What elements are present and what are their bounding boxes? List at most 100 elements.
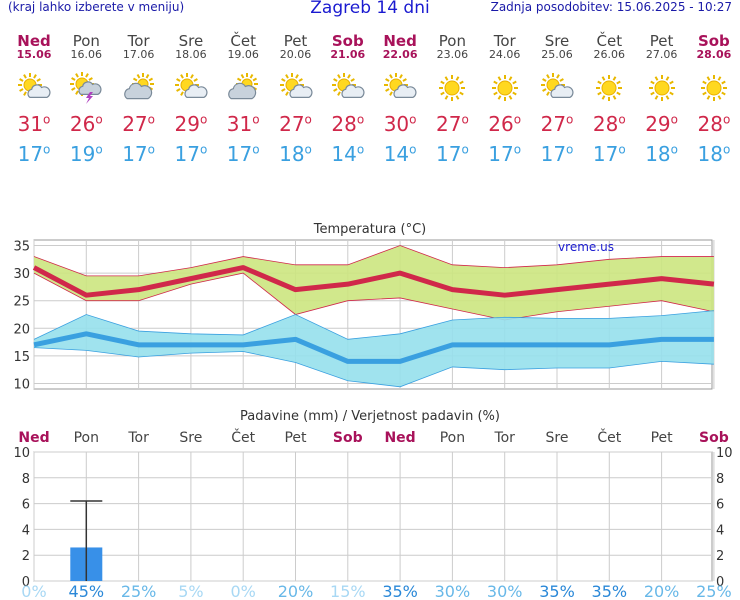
precip-day-name: Tor xyxy=(127,430,149,446)
page-title: Zagreb 14 dni xyxy=(310,0,430,18)
cloudy-icon xyxy=(113,72,165,106)
day-name: Pon xyxy=(438,32,466,50)
precip-day-name: Sre xyxy=(179,430,202,446)
day-name: Sob xyxy=(697,32,730,50)
sun-icon xyxy=(583,72,635,106)
band-high-max xyxy=(33,245,714,277)
temp-max: 27o xyxy=(435,112,469,136)
temp-min: 17o xyxy=(488,142,522,166)
temp-min: 14o xyxy=(383,142,417,166)
precip-day-name: Čet xyxy=(597,428,621,446)
sun-icon xyxy=(426,72,478,106)
precip-day-name: Pet xyxy=(284,430,307,446)
precip-day-name: Sre xyxy=(546,430,569,446)
precip-probability: 0% xyxy=(21,582,46,600)
series-line-max xyxy=(32,265,715,298)
precip-probability: 25% xyxy=(696,582,732,600)
range-band-min xyxy=(34,310,714,387)
day-name: Ned xyxy=(17,32,51,50)
temp-max: 27o xyxy=(540,112,574,136)
precip-day-name: Pet xyxy=(651,430,674,446)
temp-max: 27o xyxy=(122,112,155,136)
y-tick-label-left: 8 xyxy=(22,472,30,487)
day-date: 19.06 xyxy=(227,48,259,61)
temp-max: 31o xyxy=(226,112,260,136)
sun-cloud-icon xyxy=(374,72,426,106)
day-name: Ned xyxy=(383,32,417,50)
day-name: Pet xyxy=(649,32,674,50)
region-hint: (kraj lahko izberete v meniju) xyxy=(8,0,185,14)
precip-probability: 20% xyxy=(278,582,314,600)
band-low-min xyxy=(33,347,714,388)
sun-cloud-icon xyxy=(322,72,374,106)
precip-probability: 30% xyxy=(487,582,523,600)
precip-probability: 15% xyxy=(330,582,366,600)
temp-max: 31o xyxy=(17,112,51,136)
temperature-plot-area xyxy=(33,239,713,390)
precip-day-name: Sob xyxy=(333,430,363,446)
y-tick-label-right: 2 xyxy=(716,549,724,564)
temp-min: 17o xyxy=(435,142,469,166)
precip-probability: 35% xyxy=(592,582,628,600)
sun-icon xyxy=(688,72,740,106)
day-date: 15.06 xyxy=(16,48,52,61)
y-tick-label: 10 xyxy=(13,377,30,392)
day-name: Tor xyxy=(493,32,516,50)
temp-min: 14o xyxy=(331,142,365,166)
y-tick-label-right: 6 xyxy=(716,498,724,513)
temp-max: 28o xyxy=(697,112,731,136)
y-tick-label-right: 10 xyxy=(716,446,733,461)
precip-probability: 25% xyxy=(121,582,157,600)
y-tick-label-left: 2 xyxy=(22,549,30,564)
day-date: 17.06 xyxy=(122,48,155,61)
temp-min: 18o xyxy=(697,142,731,166)
day-name: Pon xyxy=(72,32,100,50)
day-date: 27.06 xyxy=(645,48,678,61)
day-name: Sre xyxy=(544,32,570,50)
y-tick-label-left: 0 xyxy=(22,575,30,590)
precip-day-name: Tor xyxy=(493,430,515,446)
day-date: 23.06 xyxy=(436,48,469,61)
precipitation-plot-area xyxy=(33,451,713,582)
day-date: 25.06 xyxy=(541,48,573,61)
sun-icon xyxy=(479,72,531,106)
precip-probability: 30% xyxy=(435,582,471,600)
temp-min: 17o xyxy=(17,142,51,166)
precip-day-name: Ned xyxy=(384,430,415,446)
day-name: Čet xyxy=(596,32,623,50)
day-date: 18.06 xyxy=(175,48,207,61)
sun-icon xyxy=(636,72,688,106)
temp-min: 18o xyxy=(645,142,678,166)
day-date: 22.06 xyxy=(382,48,418,61)
temp-min: 17o xyxy=(540,142,574,166)
temp-max: 28o xyxy=(331,112,365,136)
temp-min: 18o xyxy=(279,142,312,166)
temp-max: 26o xyxy=(488,112,522,136)
y-tick-label: 20 xyxy=(13,322,30,337)
sun-cloud-icon xyxy=(270,72,322,106)
precip-day-name: Pon xyxy=(74,430,99,446)
band-low-max xyxy=(33,272,714,321)
y-tick-label-left: 6 xyxy=(22,498,30,513)
sun-cloud-icon xyxy=(531,72,583,106)
day-name: Sob xyxy=(331,32,364,50)
day-date: 24.06 xyxy=(488,48,521,61)
y-tick-label-right: 0 xyxy=(716,575,724,590)
precip-bar xyxy=(70,547,103,581)
temp-max: 30o xyxy=(383,112,417,136)
day-date: 28.06 xyxy=(696,48,732,61)
day-name: Pet xyxy=(283,32,308,50)
precipitation-title: Padavine (mm) / Verjetnost padavin (%) xyxy=(240,409,500,424)
precip-day-name: Sob xyxy=(699,430,729,446)
temp-max: 26o xyxy=(69,112,103,136)
temp-max: 28o xyxy=(592,112,626,136)
temp-min: 17o xyxy=(122,142,155,166)
precip-day-name: Ned xyxy=(18,430,49,446)
day-date: 16.06 xyxy=(70,48,103,61)
temp-max: 27o xyxy=(279,112,312,136)
day-date: 20.06 xyxy=(279,48,312,61)
sun-cloud-icon xyxy=(165,72,217,106)
y-tick-label-right: 8 xyxy=(716,472,724,487)
day-name: Sre xyxy=(178,32,204,50)
last-updated: Zadnja posodobitev: 15.06.2025 - 10:27 xyxy=(490,0,732,14)
